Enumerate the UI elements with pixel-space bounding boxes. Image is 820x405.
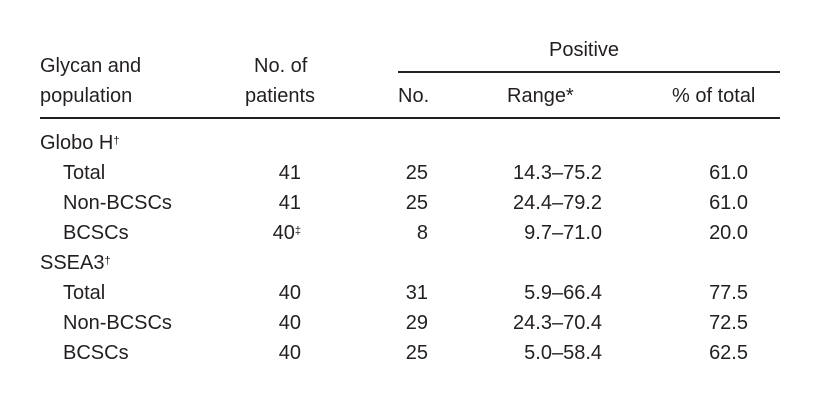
header-patients-line2: patients — [245, 85, 316, 107]
header-range: Range* — [507, 85, 574, 107]
positive-underline — [398, 71, 780, 73]
header-glycan-line2: population — [40, 85, 133, 107]
cell-patients: 40‡ — [272, 222, 301, 244]
cell-no: 29 — [405, 312, 428, 334]
cell-pct: 72.5 — [709, 312, 748, 334]
row-label: Total — [63, 162, 106, 184]
cell-patients: 40 — [278, 342, 301, 364]
cell-range: 5.9–66.4 — [524, 282, 602, 304]
cell-no: 25 — [405, 342, 428, 364]
cell-range: 24.4–79.2 — [513, 192, 602, 214]
cell-pct: 77.5 — [709, 282, 748, 304]
header-rule — [40, 117, 780, 119]
cell-patients: 41 — [278, 162, 301, 184]
cell-pct: 61.0 — [709, 192, 748, 214]
group-label: SSEA3† — [40, 252, 111, 274]
group-label: Globo H† — [40, 132, 120, 154]
cell-no: 31 — [405, 282, 428, 304]
cell-patients: 40 — [278, 282, 301, 304]
cell-range: 9.7–71.0 — [524, 222, 602, 244]
row-label: Non-BCSCs — [63, 312, 172, 334]
cell-no: 25 — [405, 162, 428, 184]
header-glycan-line1: Glycan and — [40, 55, 142, 77]
header-patients-line1: No. of — [254, 55, 308, 77]
header-no: No. — [398, 85, 430, 107]
header-pct-total: % of total — [672, 85, 756, 107]
header-positive: Positive — [549, 39, 620, 61]
cell-patients: 40 — [278, 312, 301, 334]
cell-range: 14.3–75.2 — [513, 162, 602, 184]
row-label: Non-BCSCs — [63, 192, 172, 214]
cell-range: 5.0–58.4 — [524, 342, 602, 364]
cell-pct: 62.5 — [709, 342, 748, 364]
cell-pct: 20.0 — [709, 222, 748, 244]
row-label: BCSCs — [63, 222, 129, 244]
row-label: Total — [63, 282, 106, 304]
cell-patients: 41 — [278, 192, 301, 214]
cell-pct: 61.0 — [709, 162, 748, 184]
cell-no: 25 — [405, 192, 428, 214]
cell-no: 8 — [416, 222, 428, 244]
row-label: BCSCs — [63, 342, 129, 364]
cell-range: 24.3–70.4 — [513, 312, 602, 334]
